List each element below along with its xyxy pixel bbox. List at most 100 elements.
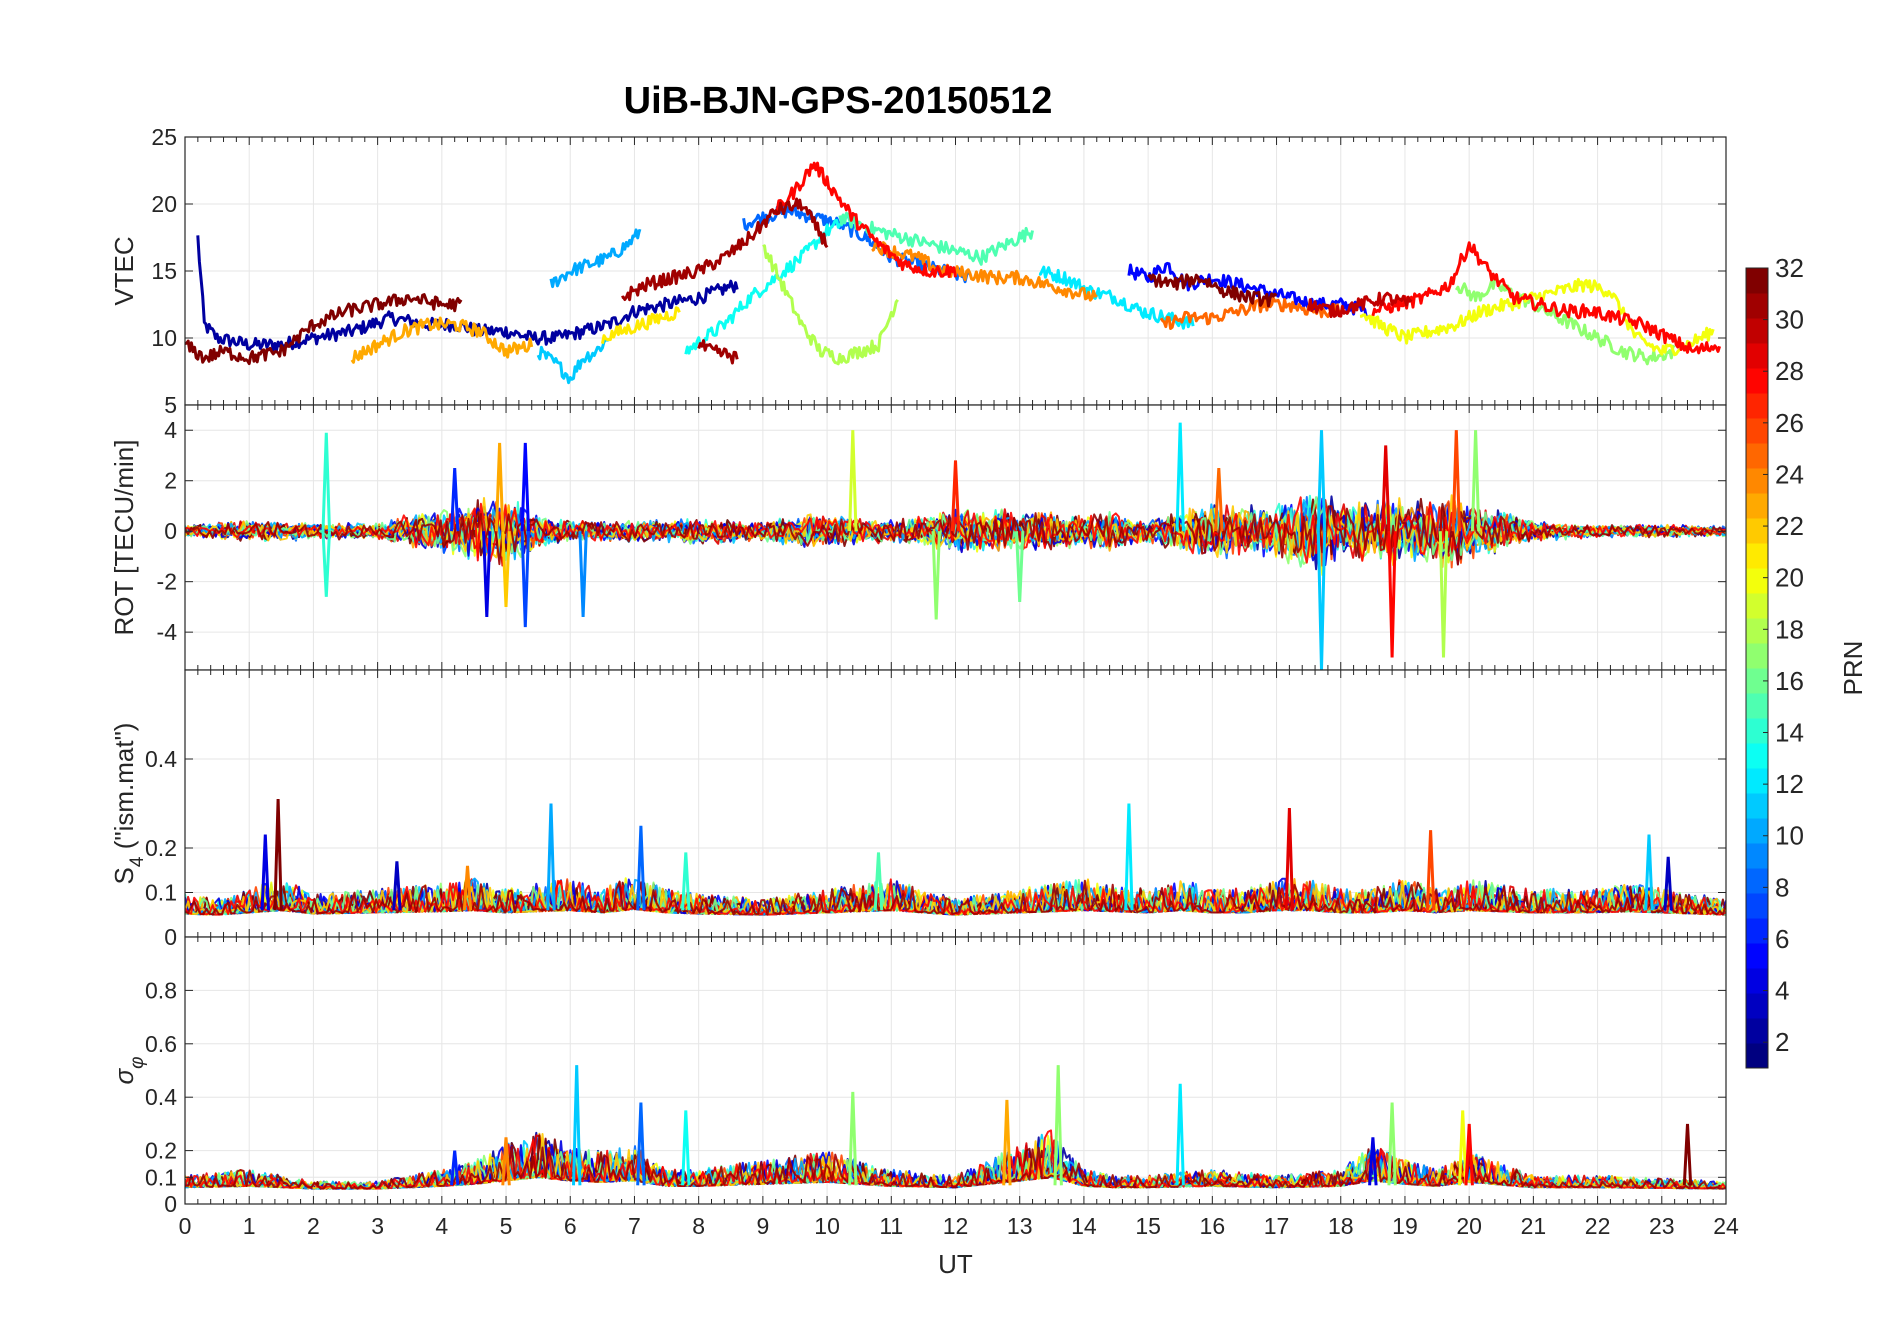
colorbar-level	[1746, 618, 1768, 644]
x-tick-label: 22	[1585, 1213, 1611, 1239]
x-tick-label: 13	[1007, 1213, 1033, 1239]
series-prn-15	[838, 211, 1034, 266]
y-tick-label: 0.2	[145, 835, 177, 861]
spike-prn-3	[1663, 856, 1673, 911]
y-tick-label: 15	[151, 258, 177, 284]
x-tick-label: 5	[500, 1213, 513, 1239]
y-tick-label: 0.1	[145, 1164, 177, 1190]
spike-prn-14	[321, 432, 331, 532]
series-prn-22	[185, 1133, 1726, 1190]
x-tick-label: 4	[435, 1213, 448, 1239]
spike-prn-12	[1175, 1083, 1185, 1186]
y-tick-label: 20	[151, 191, 177, 217]
x-tick-label: 15	[1135, 1213, 1161, 1239]
x-tick-label: 1	[243, 1213, 256, 1239]
y-tick-label: 0.4	[145, 1084, 177, 1110]
y-tick-label: 2	[164, 468, 177, 494]
spike-prn-6	[450, 1150, 460, 1186]
x-tick-label: 9	[756, 1213, 769, 1239]
spike-prn-3	[392, 861, 402, 911]
x-tick-label: 10	[814, 1213, 840, 1239]
series-prn-5	[1127, 261, 1368, 318]
spike-prn-29	[1284, 807, 1295, 911]
colorbar-level	[1746, 868, 1768, 894]
y-axis-label: ROT [TECU/min]	[109, 440, 139, 636]
colorbar-tick-label: 30	[1775, 305, 1804, 335]
spike-prn-13	[681, 1110, 691, 1186]
series-prn-28	[1371, 241, 1722, 355]
x-tick-label: 8	[692, 1213, 705, 1239]
colorbar-tick-label: 6	[1775, 924, 1789, 954]
x-tick-label: 3	[371, 1213, 384, 1239]
colorbar-level	[1746, 418, 1768, 444]
panel-rot: -4 -2 0 2 4 ROT [TECU/min]	[109, 404, 1727, 671]
y-tick-label: 0.4	[145, 746, 177, 772]
x-minor-ticks	[184, 405, 1727, 670]
x-axis-label: UT	[938, 1249, 973, 1279]
x-tick-label: 17	[1264, 1213, 1290, 1239]
spike-prn-7	[520, 531, 530, 628]
spike-prn-9	[578, 531, 588, 618]
spike-prn-17	[1387, 1102, 1397, 1186]
spike-prn-11	[1316, 531, 1327, 670]
colorbar-tick-label: 24	[1775, 459, 1804, 489]
colorbar-tick-label: 8	[1775, 872, 1789, 902]
series-prn-31	[697, 339, 739, 365]
series-prn-32	[1147, 273, 1278, 308]
spike-prn-4	[1368, 1137, 1378, 1186]
x-minor-ticks	[184, 937, 1727, 1204]
data-layer	[185, 798, 1726, 916]
spike-prn-10	[546, 803, 556, 911]
x-tick-label: 24	[1713, 1213, 1739, 1239]
colorbar-level	[1746, 843, 1768, 869]
x-tick-label: 12	[943, 1213, 969, 1239]
colorbar-level	[1746, 768, 1768, 794]
series-prn-17	[1454, 276, 1676, 366]
y-tick-label: 0.6	[145, 1031, 177, 1057]
series-prn-31	[621, 197, 829, 302]
spike-prn-17	[931, 531, 941, 620]
spike-prn-8	[636, 825, 646, 911]
spike-prn-17	[1053, 1065, 1063, 1186]
y-axis-label: σφ	[109, 1056, 148, 1084]
colorbar-level	[1746, 443, 1768, 469]
colorbar-level	[1746, 543, 1768, 569]
colorbar-level	[1746, 343, 1768, 369]
colorbar-level	[1746, 793, 1768, 819]
colorbar-level	[1746, 943, 1768, 969]
y-tick-label: 0	[164, 924, 177, 950]
spike-prn-4	[260, 834, 270, 911]
y-tick-label: 4	[164, 417, 177, 443]
spike-prn-6	[450, 468, 460, 532]
spike-prn-16	[1015, 531, 1025, 602]
x-minor-ticks	[184, 137, 1727, 405]
series-prn-10	[549, 228, 642, 289]
colorbar-tick-label: 10	[1775, 821, 1804, 851]
spike-prn-5	[520, 442, 530, 532]
colorbar-level	[1746, 593, 1768, 619]
x-minor-ticks	[184, 670, 1727, 937]
series-prn-31	[185, 1145, 1726, 1190]
colorbar-tick-label: 18	[1775, 614, 1804, 644]
x-tick-label: 18	[1328, 1213, 1354, 1239]
series-prn-11	[536, 338, 610, 385]
y-tick-label: 0	[164, 518, 177, 544]
colorbar-tick-label: 2	[1775, 1027, 1789, 1057]
spike-prn-8	[636, 1102, 646, 1186]
colorbar-level	[1746, 318, 1768, 344]
series-prn-31	[185, 505, 1726, 566]
x-tick-label: 0	[179, 1213, 192, 1239]
spike-prn-11	[572, 1065, 582, 1186]
y-tick-label: 0.2	[145, 1138, 177, 1164]
colorbar-level	[1746, 268, 1768, 294]
spike-prn-23	[494, 442, 505, 532]
colorbar-level	[1746, 643, 1768, 669]
series-prn-24	[871, 241, 1098, 302]
spike-prn-25	[1214, 468, 1224, 532]
colorbar-level	[1746, 968, 1768, 994]
colorbar-level	[1746, 518, 1768, 544]
spike-prn-20	[1458, 1110, 1468, 1186]
panel-vtec: 5 10 15 20 25 VTEC	[109, 124, 1727, 418]
